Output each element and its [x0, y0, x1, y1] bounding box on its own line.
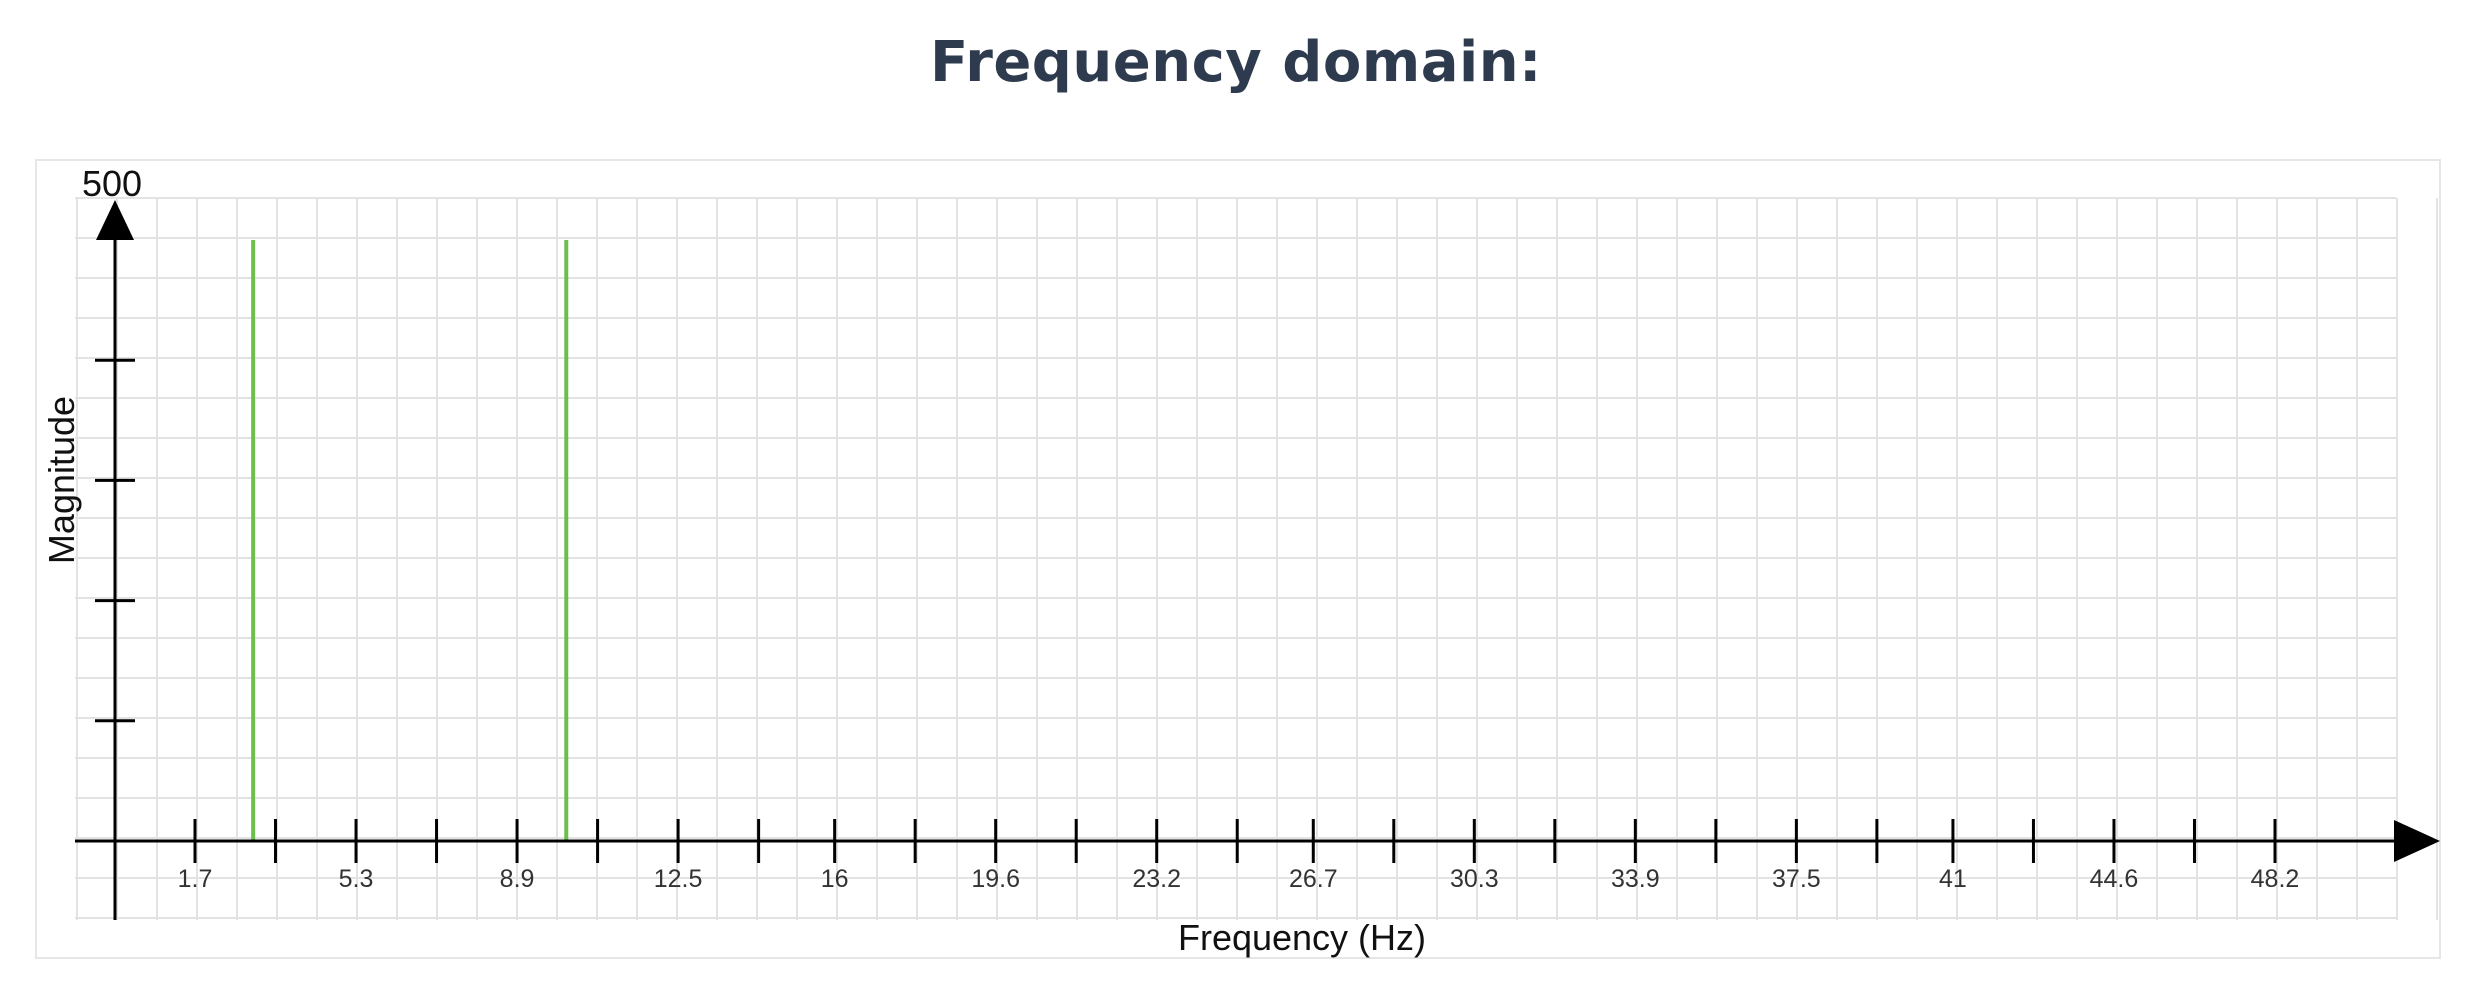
x-tick-label: 37.5	[1772, 865, 1821, 893]
x-tick-label: 23.2	[1132, 865, 1181, 893]
x-tick-label: 12.5	[654, 865, 703, 893]
y-ticks	[95, 358, 135, 723]
x-axis-arrow	[2394, 820, 2440, 862]
x-tick-label: 41	[1939, 865, 1967, 893]
x-tick-label: 48.2	[2251, 865, 2300, 893]
x-tick-label: 44.6	[2090, 865, 2139, 893]
x-axis-title: Frequency (Hz)	[1178, 917, 1426, 958]
axis-labels: 500 Frequency (Hz) Magnitude	[41, 163, 1426, 958]
x-tick-label: 26.7	[1289, 865, 1338, 893]
x-tick-label: 30.3	[1450, 865, 1499, 893]
x-tick-label: 8.9	[500, 865, 535, 893]
y-max-label: 500	[82, 163, 142, 204]
x-tick-label: 19.6	[971, 865, 1020, 893]
axes	[75, 200, 2440, 920]
grid	[75, 197, 2438, 920]
y-axis-arrow	[96, 200, 134, 240]
x-ticks: 1.7 5.3 8.9 12.5 16 19.6 23.2 26.7 30.3 33.9 37.5 4…	[178, 819, 2300, 893]
y-axis-title: Magnitude	[41, 396, 82, 564]
data-series	[251, 240, 569, 841]
x-tick-label: 33.9	[1611, 865, 1660, 893]
x-tick-label: 16	[821, 865, 849, 893]
x-tick-label: 5.3	[339, 865, 374, 893]
page-title: Frequency domain:	[930, 30, 1542, 95]
x-tick-label: 1.7	[178, 865, 213, 893]
